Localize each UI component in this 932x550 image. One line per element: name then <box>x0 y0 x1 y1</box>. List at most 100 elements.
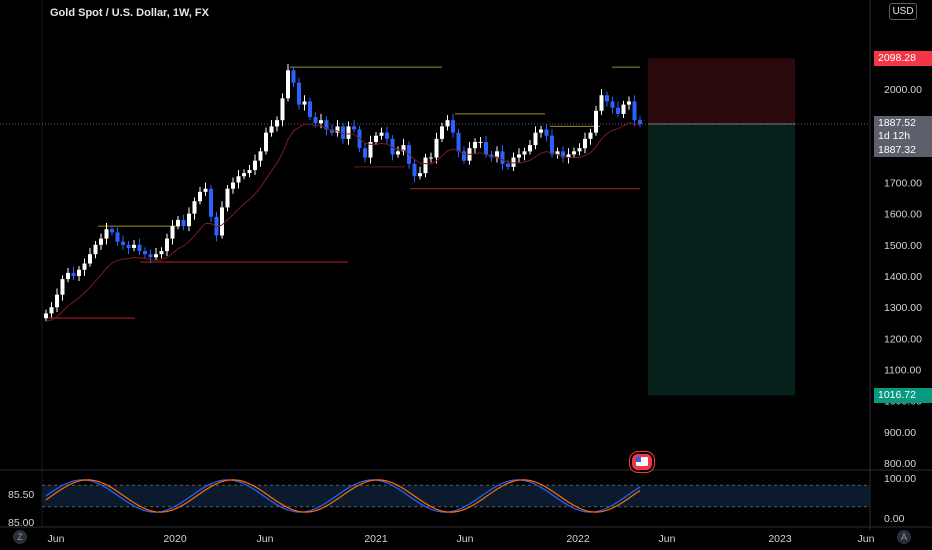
candle-body <box>605 95 609 102</box>
candle-body <box>308 101 312 118</box>
us-event-flag-icon[interactable] <box>630 452 654 472</box>
candle-body <box>319 120 323 124</box>
price-tick-label: 1400.00 <box>884 271 922 283</box>
oscillator-side-label: 85.50 <box>8 489 34 501</box>
candle-body <box>418 173 422 177</box>
candle-body <box>484 141 488 155</box>
time-tick-label: 2021 <box>364 533 388 545</box>
candle-body <box>401 145 406 152</box>
candle-body <box>528 145 532 152</box>
candle-body <box>610 101 615 108</box>
candle-body <box>473 141 477 149</box>
last-price-badge: 1887.52 <box>874 116 932 130</box>
price-tick-label: 2000.00 <box>884 84 922 96</box>
candle-body <box>335 126 340 133</box>
candle-body <box>214 216 219 236</box>
price-tick-label: 1700.00 <box>884 178 922 190</box>
candle-body <box>198 191 202 202</box>
candle-body <box>253 160 257 171</box>
candle-body <box>390 138 395 155</box>
price-tick-label: 1300.00 <box>884 302 922 314</box>
candle-body <box>451 120 455 133</box>
price-tick-label: 1200.00 <box>884 333 922 345</box>
candle-body <box>203 188 208 192</box>
candle-body <box>368 141 373 158</box>
currency-button[interactable]: USD <box>889 3 917 20</box>
bar-countdown-badge: 1d 12h <box>874 130 932 143</box>
candle-body <box>170 226 175 239</box>
candle-body <box>302 101 307 105</box>
candle-body <box>143 251 147 255</box>
time-tick-label: Jun <box>257 533 274 545</box>
candle-body <box>638 120 642 125</box>
candle-body <box>385 132 389 139</box>
candle-body <box>588 132 593 139</box>
candle-body <box>621 104 626 114</box>
candle-body <box>264 132 268 152</box>
auto-scale-icon[interactable]: A <box>897 530 911 544</box>
time-tick-label: Jun <box>659 533 676 545</box>
candle-body <box>500 151 505 164</box>
candle-body <box>341 126 345 139</box>
candle-body <box>462 151 466 161</box>
candle-body <box>181 219 186 227</box>
take-profit-price-badge: 1016.72 <box>874 388 932 403</box>
candle-body <box>313 117 318 124</box>
candle-body <box>511 157 516 167</box>
candle-body <box>616 107 620 114</box>
candles <box>44 64 642 322</box>
price-tick-label: 900.00 <box>884 427 916 439</box>
candle-body <box>275 120 279 127</box>
candle-body <box>297 82 301 105</box>
candle-body <box>236 176 241 183</box>
time-tick-label: Jun <box>858 533 875 545</box>
candle-body <box>495 151 499 158</box>
candle-body <box>148 254 153 258</box>
candle-body <box>60 279 65 295</box>
candle-body <box>423 157 428 174</box>
candle-body <box>99 238 103 245</box>
candle-body <box>165 238 169 252</box>
candle-body <box>522 151 527 155</box>
candle-body <box>434 138 439 158</box>
candle-body <box>110 229 114 233</box>
candle-body <box>154 254 158 258</box>
time-tick-label: 2020 <box>163 533 187 545</box>
candle-body <box>286 70 290 99</box>
candle-body <box>533 132 538 146</box>
time-tick-label: Jun <box>457 533 474 545</box>
oscillator-tick-label: 0.00 <box>884 513 905 525</box>
candle-body <box>192 201 197 214</box>
chart-title: Gold Spot / U.S. Dollar, 1W, FX <box>50 7 209 19</box>
candle-body <box>176 219 180 227</box>
candle-body <box>247 170 252 174</box>
candle-body <box>121 241 125 245</box>
oscillator-side-label: 85.00 <box>8 517 34 529</box>
candle-body <box>352 126 356 130</box>
candle-body <box>517 154 521 158</box>
candle-body <box>363 148 367 158</box>
candle-body <box>93 244 98 255</box>
candle-body <box>187 213 191 227</box>
candle-body <box>231 182 235 189</box>
candle-body <box>632 101 637 121</box>
candle-body <box>209 188 213 217</box>
candle-body <box>280 98 285 121</box>
zoom-icon[interactable]: Z <box>13 530 27 544</box>
candle-body <box>577 148 582 152</box>
candle-body <box>159 251 164 255</box>
candle-body <box>77 269 81 276</box>
candle-body <box>550 135 554 155</box>
candle-body <box>44 313 48 319</box>
candle-body <box>445 120 450 127</box>
candle-body <box>49 307 54 314</box>
candle-body <box>379 132 384 136</box>
candle-body <box>412 163 417 177</box>
candle-body <box>555 151 560 155</box>
price-tick-label: 800.00 <box>884 458 916 470</box>
stop-loss-price-badge: 2098.28 <box>874 51 932 66</box>
candle-body <box>627 101 631 105</box>
candle-body <box>220 207 224 236</box>
candle-body <box>324 120 329 130</box>
